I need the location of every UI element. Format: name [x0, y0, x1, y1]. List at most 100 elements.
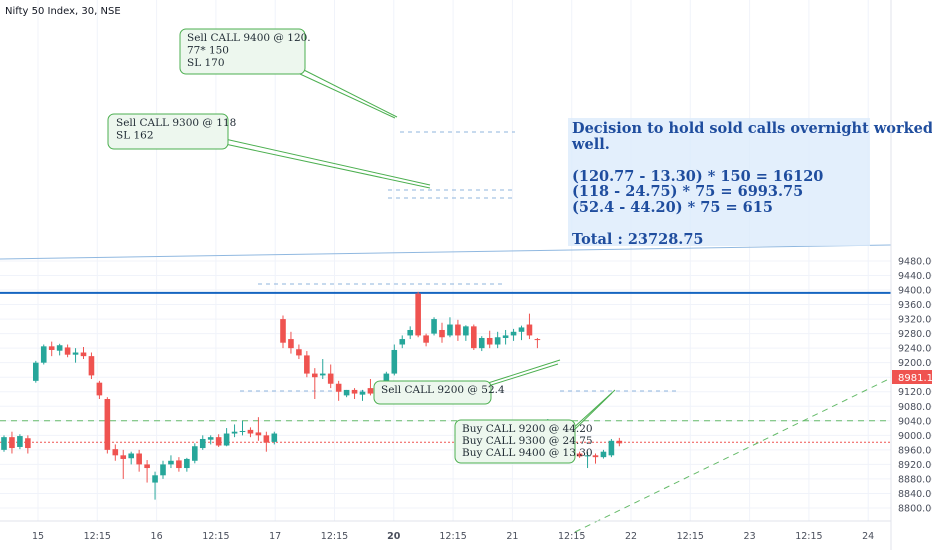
candle-body: [88, 356, 95, 376]
candle[interactable]: [25, 435, 31, 454]
candle[interactable]: [431, 317, 437, 336]
candle[interactable]: [576, 451, 583, 458]
candle[interactable]: [144, 460, 150, 483]
candle[interactable]: [184, 457, 190, 472]
candle[interactable]: [112, 444, 119, 461]
candle-body: [471, 326, 477, 349]
candle[interactable]: [534, 337, 541, 349]
candle[interactable]: [239, 420, 246, 436]
candle[interactable]: [447, 317, 453, 338]
candle[interactable]: [399, 335, 406, 349]
candle[interactable]: [199, 435, 206, 450]
candle[interactable]: [56, 343, 63, 356]
candle[interactable]: [263, 431, 270, 452]
candle[interactable]: [64, 344, 71, 358]
candle[interactable]: [296, 344, 302, 360]
candle[interactable]: [494, 331, 501, 349]
y-tick-label: 8920.00: [898, 460, 932, 471]
candle[interactable]: [9, 431, 15, 454]
candle[interactable]: [486, 330, 493, 349]
candle[interactable]: [304, 351, 310, 378]
candle[interactable]: [120, 449, 127, 479]
candle[interactable]: [271, 431, 278, 445]
candle[interactable]: [207, 435, 214, 445]
summary-note-line: (52.4 - 44.20) * 75 = 615: [572, 199, 773, 216]
callout-call9200[interactable]: Sell CALL 9200 @ 52.4: [373, 359, 561, 405]
candle[interactable]: [335, 380, 342, 401]
candlestick-series[interactable]: [1, 291, 623, 500]
candle-body: [383, 373, 390, 383]
candle-body: [463, 326, 469, 336]
candle-body: [518, 327, 525, 332]
candle[interactable]: [247, 427, 254, 438]
candle[interactable]: [80, 347, 87, 360]
candle-body: [120, 455, 127, 459]
candle[interactable]: [407, 326, 413, 340]
candle[interactable]: [608, 438, 615, 458]
candle[interactable]: [136, 449, 142, 472]
candle[interactable]: [616, 437, 623, 447]
candle[interactable]: [40, 344, 47, 365]
candle[interactable]: [351, 388, 358, 400]
candle[interactable]: [88, 352, 95, 380]
time-axis[interactable]: 15 12:15 16 12:15 17 12:15 20 12:15 21 12:15 22 12:…: [32, 531, 874, 542]
candle[interactable]: [160, 460, 166, 479]
candle[interactable]: [471, 324, 477, 350]
candle[interactable]: [526, 313, 533, 340]
candle[interactable]: [280, 315, 286, 349]
candle[interactable]: [192, 443, 198, 464]
candle[interactable]: [288, 331, 294, 354]
candle[interactable]: [463, 325, 469, 341]
candle[interactable]: [96, 380, 103, 400]
candle[interactable]: [152, 471, 158, 500]
candle-body: [104, 399, 111, 450]
candle[interactable]: [423, 333, 429, 347]
candle[interactable]: [510, 328, 517, 341]
candle[interactable]: [17, 434, 23, 450]
candle[interactable]: [215, 434, 222, 447]
candle[interactable]: [176, 457, 182, 472]
candle[interactable]: [415, 291, 421, 338]
candle[interactable]: [455, 319, 461, 341]
candle[interactable]: [359, 389, 366, 401]
candle[interactable]: [223, 428, 230, 447]
candle-body: [255, 432, 262, 436]
candle[interactable]: [33, 360, 39, 383]
candle[interactable]: [128, 451, 134, 465]
candle[interactable]: [343, 389, 350, 398]
candle[interactable]: [391, 344, 398, 376]
callout-text-line: Sell CALL 9400 @ 120.: [187, 32, 311, 44]
candle[interactable]: [104, 397, 111, 454]
candle[interactable]: [319, 359, 326, 380]
candle[interactable]: [168, 455, 174, 469]
candle-body: [40, 346, 47, 363]
candle-body: [304, 355, 310, 374]
candle[interactable]: [518, 325, 525, 341]
candle[interactable]: [312, 368, 318, 400]
candle-body: [439, 329, 445, 338]
candle[interactable]: [600, 449, 607, 459]
candle[interactable]: [231, 424, 238, 438]
callout-text-line: Buy CALL 9300 @ 24.75: [462, 435, 593, 447]
y-tick-label: 9280.00: [898, 329, 932, 340]
candle[interactable]: [255, 417, 262, 441]
price-axis[interactable]: 8800.00 8840.00 8880.00 8920.00 8960.00 9000.…: [898, 256, 932, 514]
candle[interactable]: [502, 329, 509, 345]
candle[interactable]: [48, 341, 55, 357]
candle[interactable]: [592, 453, 599, 464]
candle[interactable]: [327, 364, 334, 389]
candle[interactable]: [584, 451, 591, 469]
candle[interactable]: [367, 379, 374, 396]
candle[interactable]: [439, 322, 445, 343]
candle-body: [296, 349, 302, 356]
summary-note[interactable]: Decision to hold sold calls overnight wo…: [568, 118, 932, 248]
candle[interactable]: [478, 336, 485, 352]
candle[interactable]: [72, 348, 79, 363]
x-tick-label: 15: [32, 531, 44, 542]
candle[interactable]: [1, 435, 7, 452]
